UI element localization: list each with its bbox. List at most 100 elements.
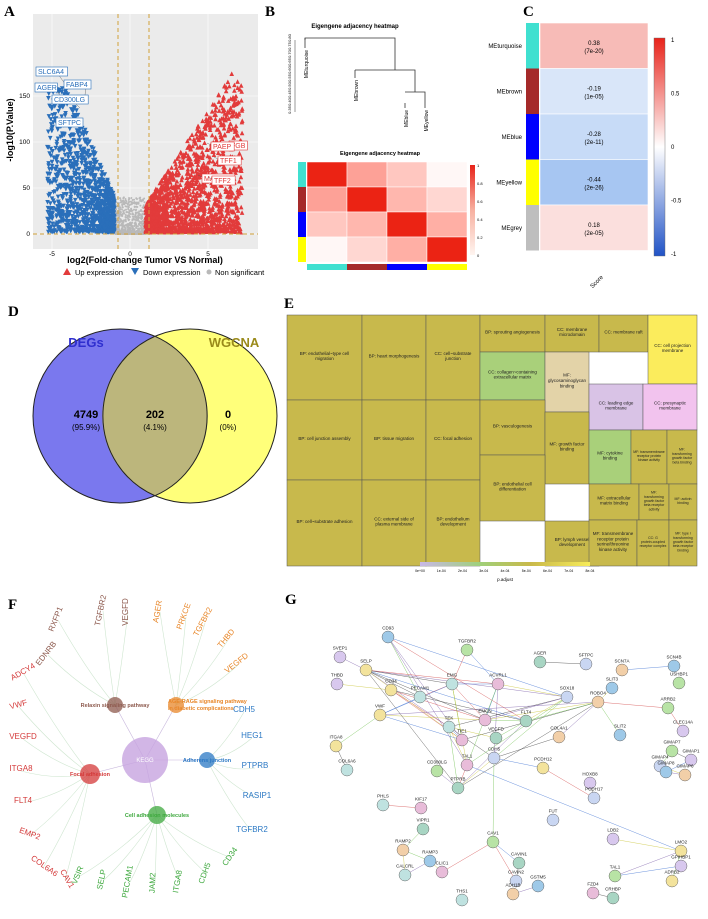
volcano-point-up [200, 118, 205, 124]
volcano-point-down [66, 211, 72, 217]
volcano-point-up [162, 229, 167, 235]
kegg-pathway-node [80, 764, 100, 784]
volcano-point-down [50, 211, 55, 217]
volcano-point-down [55, 194, 61, 200]
volcano-point-down [100, 229, 106, 235]
volcano-point-up [186, 212, 192, 217]
volcano-point-down [79, 131, 84, 136]
ppi-node [384, 683, 398, 697]
down-gene-label: SLC6A4 [38, 69, 64, 76]
ppi-node-label: KIF17 [415, 797, 428, 802]
module-trait-scale-tick: -1 [671, 252, 677, 258]
volcano-point-ns [127, 224, 130, 227]
module-trait-scale-tick: -0.5 [671, 199, 682, 205]
volcano-point-up [193, 157, 198, 162]
kegg-gene-label: RASIP1 [243, 791, 272, 800]
kegg-pathway-node [199, 752, 215, 768]
volcano-point-up [226, 210, 231, 216]
ppi-edge [493, 683, 499, 759]
venn-set1-title: DEGs [68, 335, 103, 350]
module-name: MEyellow [496, 180, 522, 186]
volcano-point-up [190, 177, 196, 182]
volcano-point-up [203, 116, 209, 122]
volcano-point-up [217, 224, 223, 230]
volcano-point-down [86, 185, 92, 191]
volcano-point-ns [141, 216, 144, 219]
volcano-point-down [56, 201, 62, 206]
treemap-tile-label: CC: focal adhesion [434, 436, 473, 441]
volcano-point-down [60, 174, 66, 180]
volcano-point-down [110, 216, 116, 222]
volcano-point-down [93, 183, 98, 188]
volcano-point-ns [127, 201, 130, 204]
up-gene-label: TFF2 [214, 178, 231, 185]
volcano-point-down [47, 192, 53, 197]
volcano-point-ns [124, 198, 127, 201]
module-correlation: 0.18 [588, 223, 600, 229]
volcano-point-up [201, 198, 206, 204]
volcano-point-up [237, 188, 242, 193]
kegg-gene-edge [156, 814, 233, 859]
volcano-point-up [161, 173, 167, 179]
volcano-point-up [215, 150, 221, 155]
volcano-point-down [71, 180, 76, 186]
kegg-gene-label: TGFBR2 [236, 825, 268, 834]
volcano-point-up [209, 132, 215, 138]
volcano-point-ns [118, 205, 121, 208]
ppi-node [512, 856, 526, 870]
treemap-tile [361, 479, 427, 567]
volcano-point-up [169, 208, 174, 213]
volcano-point-ns [128, 204, 131, 207]
volcano-point-ns [130, 197, 133, 200]
down-gene-label: FABP4 [66, 82, 88, 89]
treemap-tile [479, 351, 546, 401]
treemap-tile [544, 411, 590, 485]
volcano-point-down [65, 139, 71, 145]
volcano-point-ns [126, 226, 129, 229]
volcano-point-up [237, 225, 243, 231]
ppi-edge [451, 683, 468, 766]
volcano-point-up [215, 126, 221, 132]
kegg-gene-label: EDNRB [34, 640, 58, 668]
volcano-point-up [212, 112, 217, 118]
volcano-point-up [191, 202, 197, 208]
volcano-point-down [67, 126, 73, 132]
volcano-point-ns [133, 224, 136, 227]
volcano-point-up [205, 168, 210, 173]
kegg-gene-edge [42, 773, 91, 869]
panel-b: B Eigengene adjacency heatmap 0.350.400.… [265, 4, 483, 270]
volcano-point-up [213, 108, 218, 113]
volcano-point-up [163, 187, 169, 193]
volcano-ytick: 0 [26, 231, 30, 238]
volcano-point-up [164, 201, 170, 207]
volcano-point-up [205, 218, 211, 223]
kegg-pathway-label: Relaxin signaling pathway [81, 703, 151, 709]
volcano-point-up [239, 97, 244, 103]
volcano-point-down [81, 225, 86, 231]
volcano-point-down [108, 208, 114, 214]
volcano-point-up [175, 172, 181, 177]
volcano-point-ns [116, 229, 119, 232]
volcano-point-down [57, 169, 63, 174]
module-trait-scale-tick: 1 [671, 38, 675, 44]
volcano-point-down [86, 195, 91, 200]
panel-f-letter: F [8, 597, 17, 613]
ppi-edge [448, 726, 468, 766]
volcano-point-down [67, 164, 73, 169]
volcano-point-down [88, 220, 94, 226]
ppi-node-label: TEK [445, 716, 454, 721]
volcano-point-up [208, 167, 214, 173]
kegg-pathway-label: Adherens junction [183, 758, 232, 764]
volcano-point-down [71, 133, 77, 138]
volcano-point-down [96, 185, 101, 190]
volcano-point-ns [122, 210, 125, 213]
ppi-node-label: CAV1 [487, 831, 499, 836]
ppi-edge [597, 701, 669, 709]
adjacency-cell [306, 161, 348, 188]
volcano-point-up [153, 226, 159, 231]
volcano-point-down [76, 138, 81, 144]
volcano-point-ns [128, 215, 131, 218]
volcano-point-up [168, 179, 173, 185]
ppi-node-label: PTPRB [450, 777, 465, 782]
